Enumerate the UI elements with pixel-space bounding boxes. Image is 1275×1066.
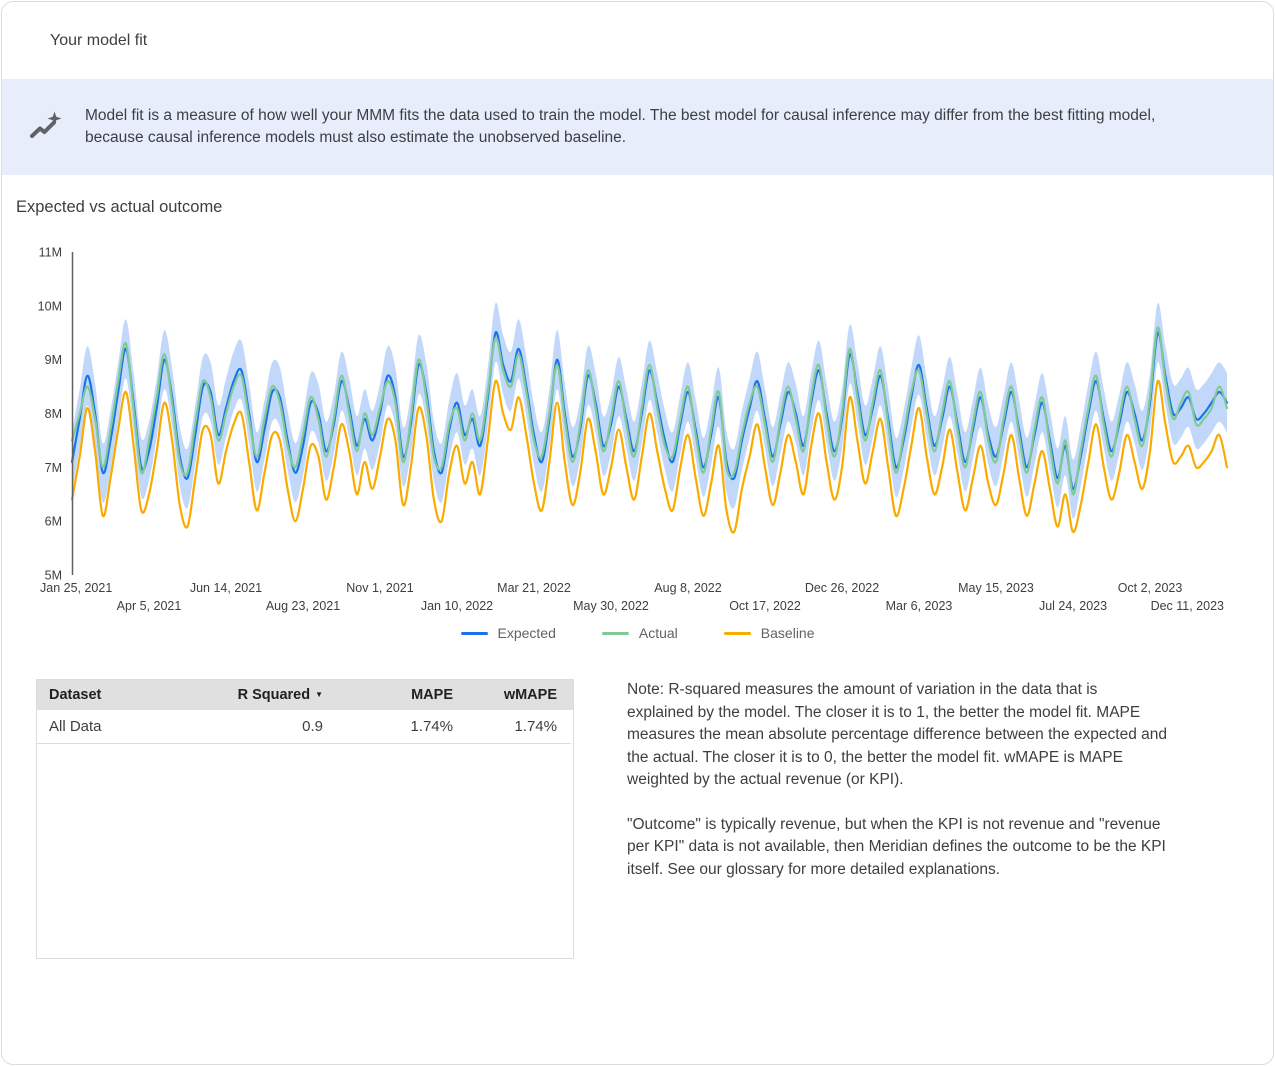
col-header-dataset[interactable]: Dataset [49,687,102,703]
baseline-line-swatch [723,631,751,635]
arrow-drop-down-icon[interactable]: ▼ [315,690,323,699]
note-text: Note: R-squared measures the amount of v… [627,679,1167,881]
cell-r-squared: 0.9 [197,710,337,744]
y-tick-label: 9M [45,353,62,367]
y-tick-label: 8M [45,407,62,421]
x-tick-label: Oct 17, 2022 [729,599,801,613]
y-tick-label: 11M [39,246,62,260]
x-tick-label: Aug 8, 2022 [654,581,721,595]
legend-label: Baseline [760,625,815,641]
x-tick-label: Dec 11, 2023 [1151,599,1224,613]
chart-section: Expected vs actual outcome 5M 6M 7M 8M 9M 10M… [2,175,1273,643]
chart-title: Expected vs actual outcome [16,198,223,216]
y-tick-label: 5M [45,569,62,583]
legend-item-actual[interactable]: Actual [601,625,678,641]
table-row: All Data 0.9 1.74% 1.74% [37,710,573,744]
legend-label: Actual [638,625,678,641]
note-paragraph-outcome: "Outcome" is typically revenue, but when… [627,815,1166,878]
banner-text: Model fit is a measure of how well your … [85,107,1156,146]
actual-line [70,326,1229,496]
cell-mape: 1.74% [337,710,467,744]
col-header-r-squared[interactable]: R Squared ▼ [197,680,337,710]
x-tick-label: May 15, 2023 [958,581,1034,595]
x-tick-label: Dec 26, 2022 [805,581,879,595]
chart-legend: Expected Actual Baseline [2,623,1273,643]
expected-vs-actual-chart[interactable]: 5M 6M 7M 8M 9M 10M 11M Jan 25, 2021 Apr 5, 2021 J… [2,232,1274,617]
card-header: Your model fit [2,2,1273,79]
legend-item-baseline[interactable]: Baseline [723,625,815,641]
cell-wmape: 1.74% [467,710,571,744]
cell-dataset: All Data [37,710,197,744]
x-tick-label: Jan 10, 2022 [421,599,493,613]
info-banner: Model fit is a measure of how well your … [2,79,1273,175]
x-tick-label: Nov 1, 2021 [346,581,413,595]
actual-line-swatch [601,631,629,635]
legend-label: Expected [497,625,556,641]
col-header-wmape[interactable]: wMAPE [503,687,557,703]
x-tick-label: Jun 14, 2021 [190,581,262,595]
legend-item-expected[interactable]: Expected [460,625,556,641]
page-title: Your model fit [50,31,148,49]
x-tick-label: Jul 24, 2023 [1039,599,1107,613]
insights-icon [30,111,62,138]
table-empty-area [37,744,573,958]
y-tick-label: 6M [45,515,62,529]
model-fit-table: Dataset R Squared ▼ MAPE wMAPE All Data 0… [36,679,574,959]
table-header-row: Dataset R Squared ▼ MAPE wMAPE [37,680,573,710]
confidence-band [72,302,1227,519]
expected-line-swatch [460,631,488,635]
x-tick-label: Oct 2, 2023 [1118,581,1183,595]
x-tick-label: May 30, 2022 [573,599,649,613]
x-tick-label: Mar 21, 2022 [497,581,571,595]
y-tick-label: 10M [38,299,62,313]
col-header-label: R Squared [237,687,311,703]
note-paragraph-metrics: Note: R-squared measures the amount of v… [627,681,1168,788]
x-tick-label: Mar 6, 2023 [886,599,953,613]
x-tick-label: Jan 25, 2021 [40,581,112,595]
x-tick-label: Aug 23, 2021 [266,599,340,613]
bottom-section: Dataset R Squared ▼ MAPE wMAPE All Data 0… [2,679,1273,959]
x-tick-label: Apr 5, 2021 [117,599,182,613]
baseline-line [70,379,1229,534]
col-header-mape[interactable]: MAPE [411,687,453,703]
y-tick-label: 7M [45,461,62,475]
